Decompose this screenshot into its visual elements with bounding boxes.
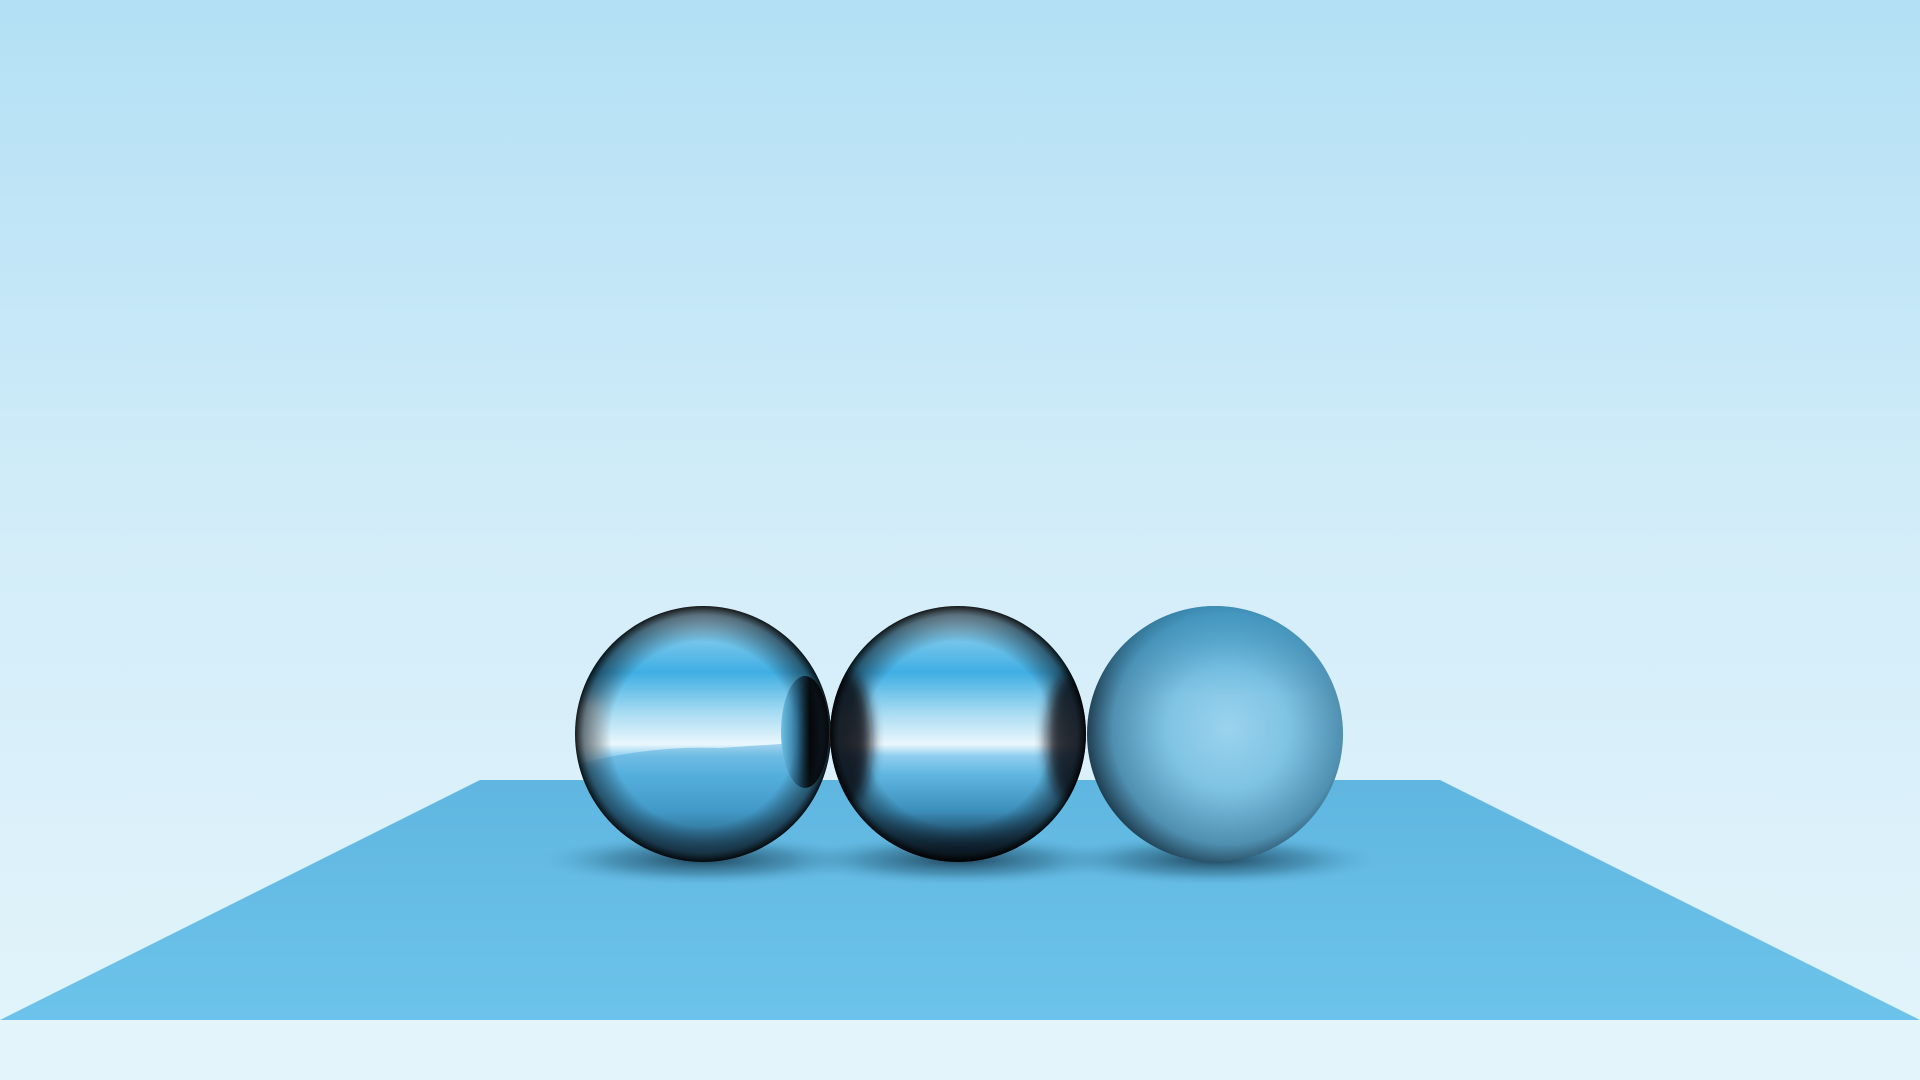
middle-sphere	[830, 606, 1086, 862]
floor-edge-strip	[0, 1020, 1920, 1080]
ground-plane	[0, 780, 1920, 1020]
left-sphere	[575, 606, 831, 862]
right-sphere	[1087, 606, 1343, 862]
